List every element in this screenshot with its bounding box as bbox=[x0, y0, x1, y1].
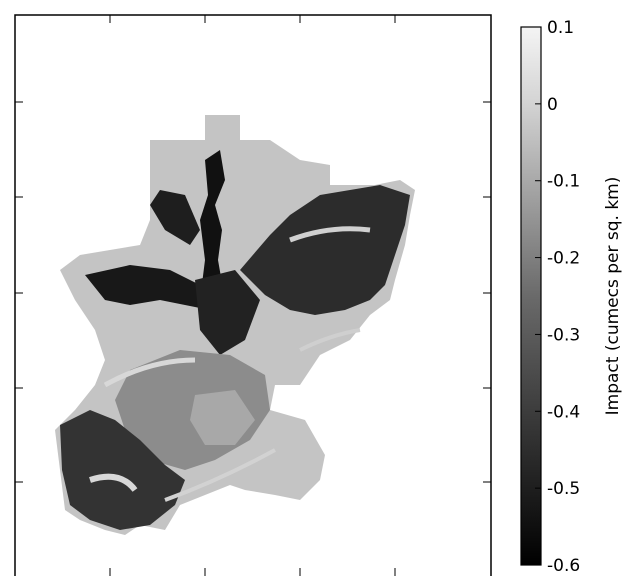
colorbar: 0.1 0 -0.1 -0.2 -0.3 -0.4 -0.5 -0.6 Impact (cum… bbox=[520, 18, 623, 576]
heatmap-plot bbox=[55, 115, 415, 535]
light-streak-4 bbox=[299, 328, 361, 352]
colorbar-tick-label: -0.2 bbox=[547, 249, 580, 269]
colorbar-tick-label: 0.1 bbox=[547, 18, 574, 38]
colorbar-tick-label: 0 bbox=[547, 95, 558, 115]
colorbar-tick-label: -0.1 bbox=[547, 172, 580, 192]
colorbar-tick-label: -0.6 bbox=[547, 556, 580, 576]
light-streak-3 bbox=[289, 226, 371, 243]
light-streak-1 bbox=[89, 473, 138, 492]
northeast-basin bbox=[240, 185, 410, 315]
colorbar-tick-label: -0.5 bbox=[547, 479, 580, 499]
colorbar-tick-label: -0.3 bbox=[547, 325, 580, 345]
central-junction bbox=[195, 270, 260, 355]
northwest-branch bbox=[150, 190, 200, 245]
south-basin-light bbox=[190, 390, 255, 445]
west-channel bbox=[85, 265, 210, 310]
light-streak-5 bbox=[164, 448, 276, 502]
colorbar-tick-label: -0.4 bbox=[547, 402, 580, 422]
axis-ticks bbox=[15, 15, 491, 576]
plot-frame bbox=[14, 14, 492, 576]
colorbar-ticks: 0.1 0 -0.1 -0.2 -0.3 -0.4 -0.5 -0.6 bbox=[535, 18, 580, 576]
colorbar-label: Impact (cumecs per sq. km) bbox=[603, 177, 623, 416]
colorbar-gradient bbox=[520, 26, 542, 566]
southwest-lobe bbox=[60, 410, 185, 530]
light-streak-2 bbox=[103, 357, 196, 388]
